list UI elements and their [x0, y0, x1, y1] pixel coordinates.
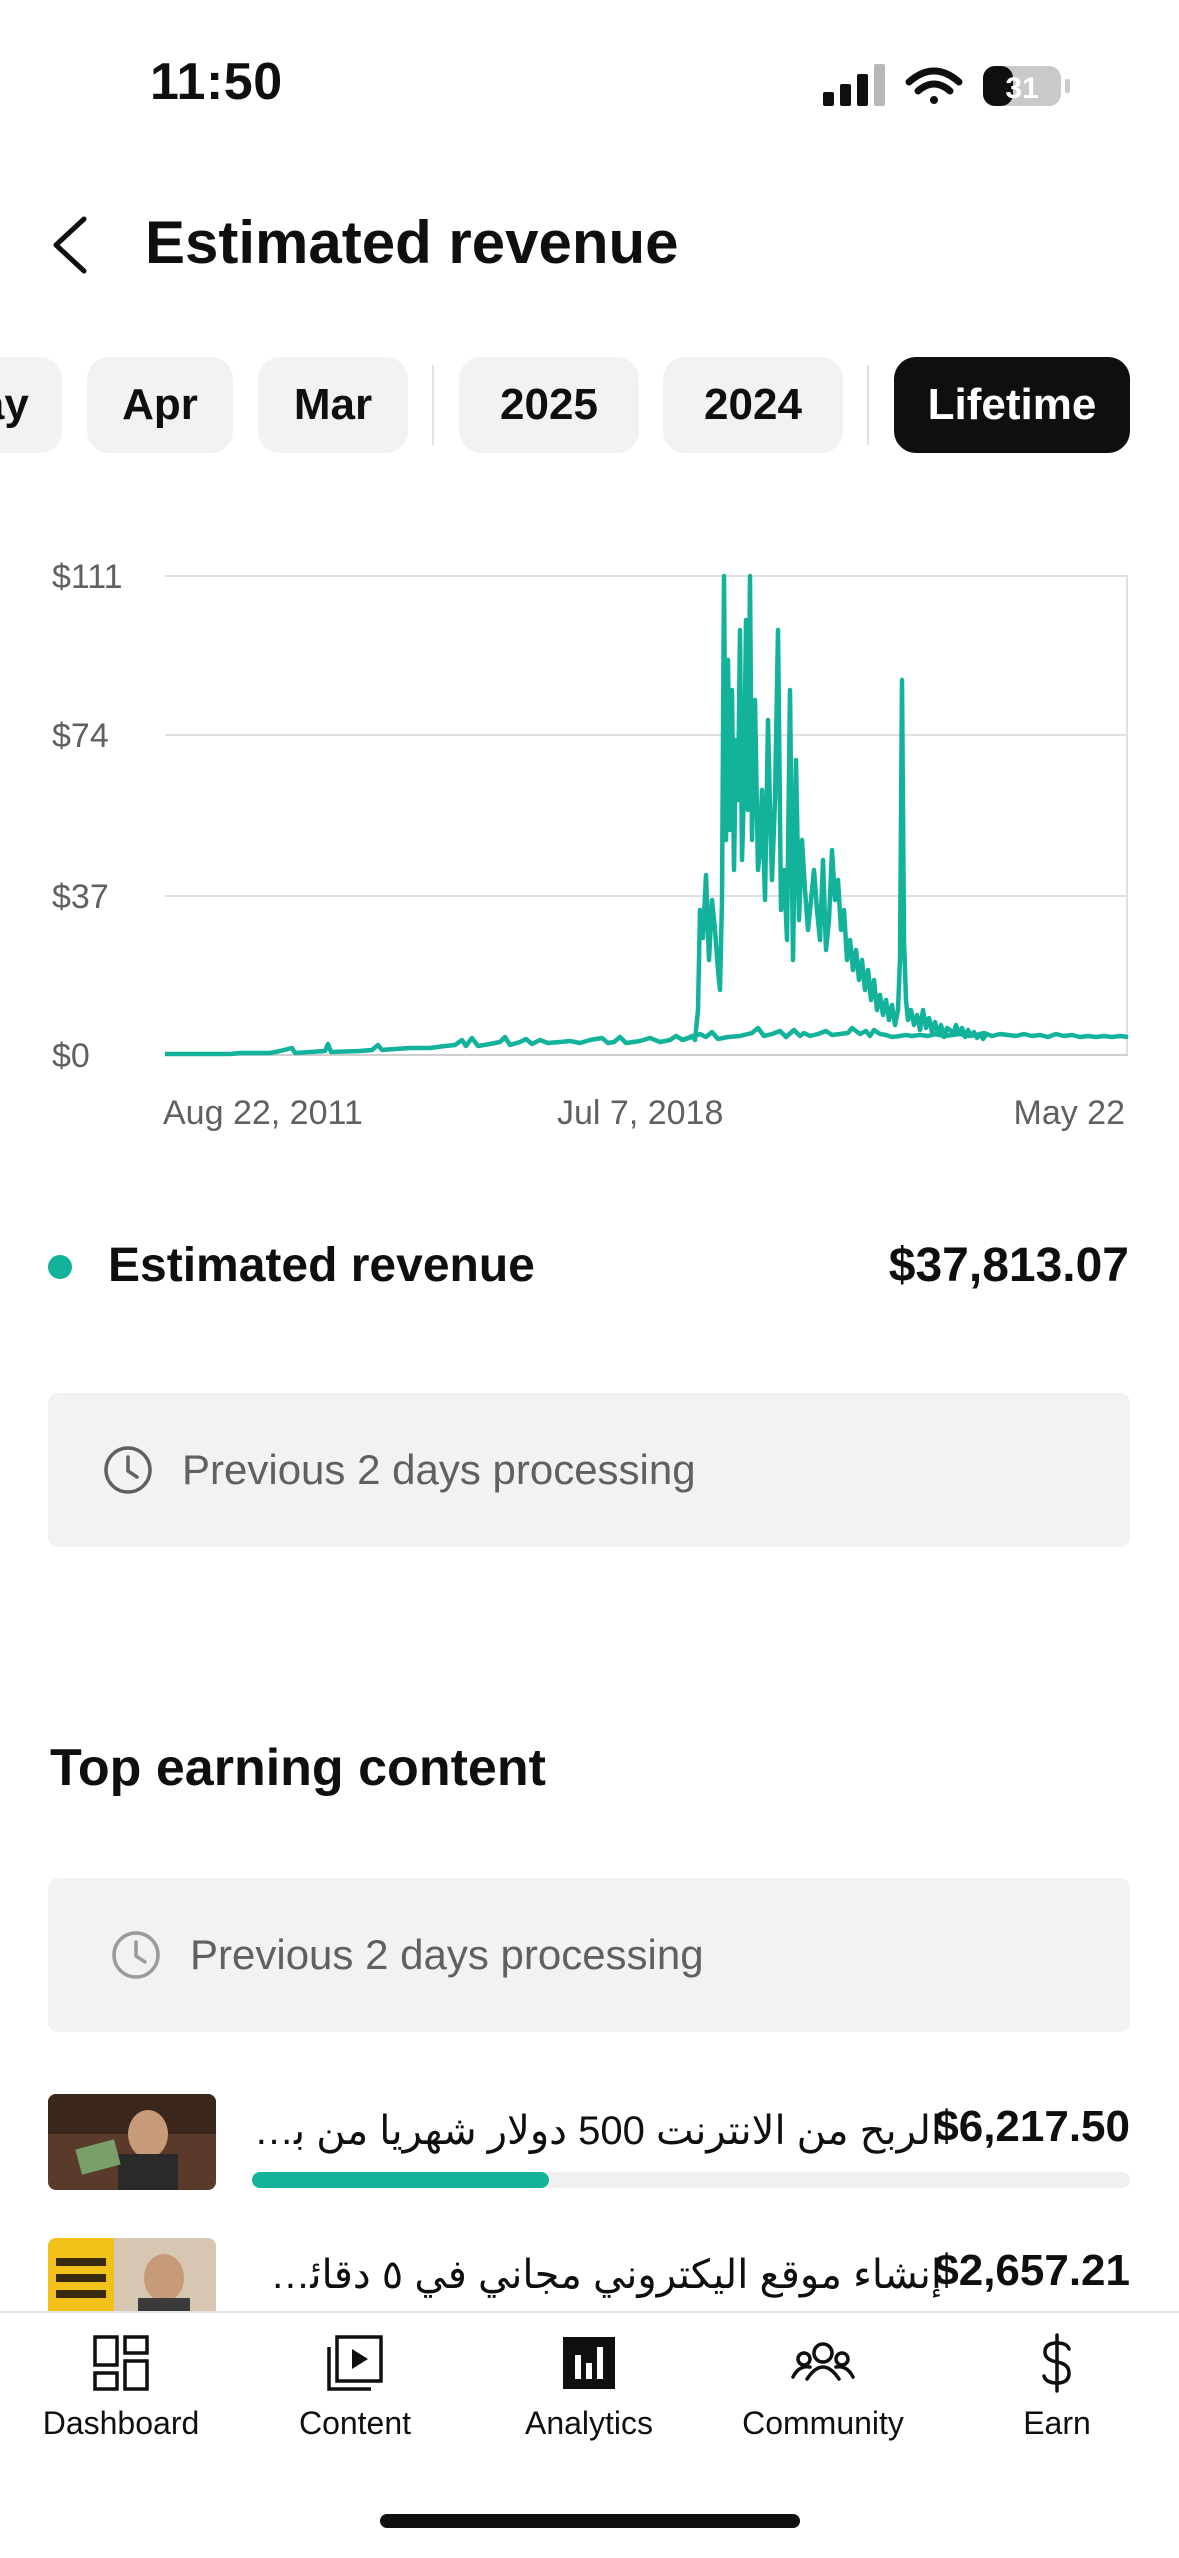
clock-icon	[104, 1446, 152, 1494]
x-tick-label: May 22	[1014, 1094, 1126, 1132]
status-icons: 31	[823, 64, 1070, 106]
cellular-signal-icon	[823, 64, 885, 106]
home-indicator	[380, 2514, 800, 2528]
nav-dashboard[interactable]: Dashboard	[3, 2333, 239, 2483]
y-tick-label: $0	[52, 1037, 90, 1075]
nav-label: Earn	[1023, 2405, 1091, 2441]
nav-label: Community	[742, 2405, 904, 2441]
processing-notice: Previous 2 days processing	[48, 1878, 1130, 2032]
metric-label: Estimated revenue	[108, 1239, 535, 1292]
nav-community[interactable]: Community	[705, 2333, 941, 2483]
period-chips: May Apr Mar 2025 2024 Lifetime	[0, 357, 1179, 453]
chip-divider	[867, 365, 869, 445]
nav-label: Analytics	[524, 2405, 654, 2441]
chip-2025[interactable]: 2025	[459, 357, 639, 453]
chevron-left-icon	[53, 216, 87, 274]
y-tick-label: $37	[52, 878, 109, 916]
content-value: $6,217.50	[934, 2102, 1130, 2151]
list-item[interactable]: الربح من الانترنت 500 دولار شهريا من بيت…	[48, 2094, 1130, 2204]
status-time: 11:50	[150, 53, 283, 111]
clock-icon	[112, 1931, 160, 1979]
chip-lifetime[interactable]: Lifetime	[894, 357, 1130, 453]
content-value: $2,657.21	[934, 2246, 1130, 2295]
revenue-series-line-peak	[679, 573, 988, 1043]
earn-icon	[1042, 2333, 1071, 2393]
share-bar	[252, 2172, 1130, 2188]
revenue-chart: $111 $74 $37 $0 Aug 22, 2011 Jul 7, 2018…	[52, 558, 1129, 1132]
chip-may[interactable]: May	[0, 357, 62, 453]
content-title: إنشاء موقع اليكتروني مجاني في ٥ دقائق فق…	[252, 2253, 942, 2297]
x-tick-label: Aug 22, 2011	[163, 1094, 363, 1132]
y-tick-label: $74	[52, 717, 109, 755]
content-title: الربح من الانترنت 500 دولار شهريا من بيت…	[252, 2109, 942, 2153]
legend-dot	[48, 1255, 72, 1279]
video-thumbnail	[48, 2094, 216, 2190]
battery-icon: 31	[983, 66, 1070, 106]
section-title-top-earning: Top earning content	[50, 1739, 546, 1797]
chip-divider	[432, 365, 434, 445]
metric-value: $37,813.07	[888, 1239, 1129, 1292]
nav-content[interactable]: Content	[237, 2333, 473, 2483]
chart-gridlines	[165, 575, 1128, 1056]
content-icon	[327, 2335, 383, 2391]
back-button[interactable]	[40, 205, 100, 285]
battery-level: 31	[1005, 72, 1038, 105]
x-axis-labels: Aug 22, 2011 Jul 7, 2018 May 22	[163, 1094, 1125, 1132]
processing-notice: Previous 2 days processing	[48, 1393, 1130, 1547]
revenue-series-line	[165, 1025, 1129, 1057]
community-icon	[791, 2342, 855, 2381]
nav-earn[interactable]: Earn	[939, 2333, 1175, 2483]
chip-apr[interactable]: Apr	[87, 357, 233, 453]
y-axis-labels: $111 $74 $37 $0	[52, 558, 123, 1075]
nav-label: Dashboard	[42, 2405, 200, 2441]
nav-analytics[interactable]: Analytics	[471, 2333, 707, 2483]
chip-2024[interactable]: 2024	[663, 357, 843, 453]
analytics-icon	[563, 2337, 615, 2389]
dashboard-icon	[93, 2335, 149, 2391]
share-bar-fill	[252, 2172, 549, 2188]
page-title: Estimated revenue	[145, 209, 679, 276]
nav-label: Content	[298, 2405, 412, 2441]
chip-mar[interactable]: Mar	[258, 357, 408, 453]
processing-notice-text: Previous 2 days processing	[182, 1446, 696, 1493]
processing-notice-text: Previous 2 days processing	[190, 1931, 704, 1978]
y-tick-label: $111	[52, 558, 123, 596]
wifi-icon	[905, 67, 963, 104]
x-tick-label: Jul 7, 2018	[557, 1094, 723, 1132]
